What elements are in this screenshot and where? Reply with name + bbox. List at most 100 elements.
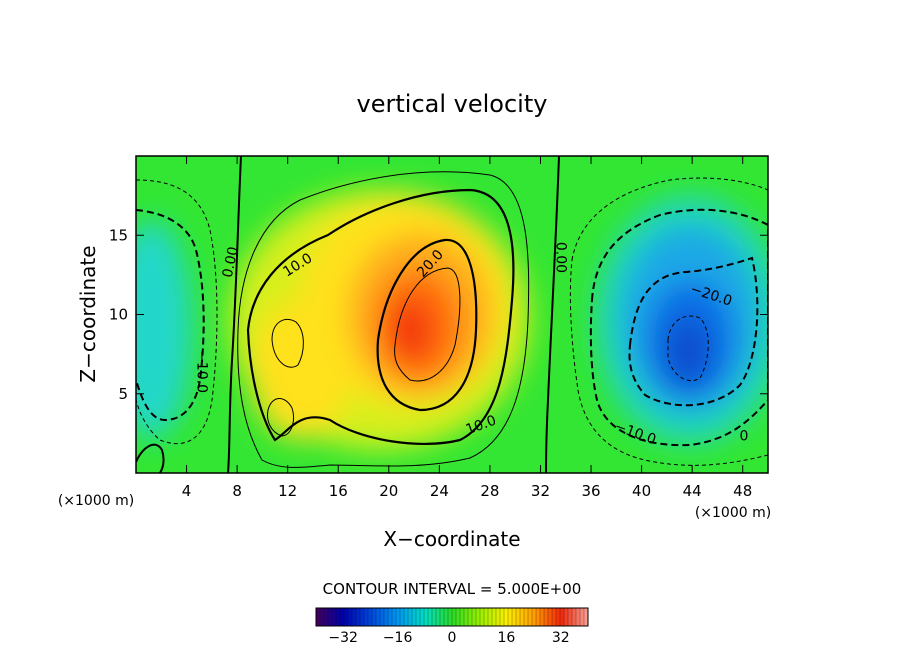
colorbar-segment	[363, 607, 369, 627]
colorbar-segment	[403, 607, 409, 627]
contour-pos-15	[394, 267, 461, 382]
colorbar-segment	[411, 607, 417, 627]
colorbar-segment	[343, 607, 349, 627]
colorbar-segment	[319, 607, 325, 627]
colorbar-segment	[435, 607, 441, 627]
colorbar-tick-label: 16	[497, 630, 515, 646]
contour-lines	[136, 156, 768, 473]
colorbar-segment	[507, 607, 513, 627]
colorbar-segment	[431, 607, 437, 627]
colorbar-segment	[563, 607, 569, 627]
colorbar-tick-label: −32	[328, 630, 358, 646]
colorbar-segment	[387, 607, 393, 627]
x-tick-label: 28	[480, 482, 499, 500]
colorbar-segment	[347, 607, 353, 627]
colorbar-segment	[503, 607, 509, 627]
colorbar-segment	[371, 607, 377, 627]
contour-zero	[136, 443, 165, 473]
contour-pos-20	[376, 238, 478, 412]
field-blobs	[136, 190, 768, 450]
colorbar-segment	[323, 607, 329, 627]
colorbar-segment	[395, 607, 401, 627]
colorbar-segment	[427, 607, 433, 627]
colorbar-segment	[567, 607, 573, 627]
contour-neg-20	[628, 256, 759, 407]
x-tick-label: 12	[278, 482, 297, 500]
colorbar-segment	[495, 607, 501, 627]
colorbar-segment	[459, 607, 465, 627]
colorbar-segment	[551, 607, 557, 627]
colorbar-segment	[483, 607, 489, 627]
colorbar-segment	[407, 607, 413, 627]
colorbar-segment	[339, 607, 345, 627]
contour-pos-10	[271, 318, 304, 368]
colorbar-segment	[315, 607, 321, 627]
contour-neg-5	[569, 177, 768, 466]
field-blob	[666, 318, 710, 386]
colorbar-segment	[527, 607, 533, 627]
colorbar-segment	[383, 607, 389, 627]
x-tick-label: 16	[329, 482, 348, 500]
x-tick-label: 24	[430, 482, 449, 500]
y-tick-label: 15	[109, 226, 128, 244]
chart-title: vertical velocity	[357, 90, 548, 118]
colorbar-segment	[539, 607, 545, 627]
colorbar-segment	[391, 607, 397, 627]
contour-label: 0.00	[220, 245, 242, 279]
colorbar-segment	[499, 607, 505, 627]
x-tick-label: 8	[232, 482, 242, 500]
colorbar-segment	[559, 607, 565, 627]
colorbar-segment	[335, 607, 341, 627]
x-tick-label: 48	[733, 482, 752, 500]
x-unit-right: (×1000 m)	[695, 505, 771, 521]
x-unit-left: (×1000 m)	[58, 493, 134, 509]
colorbar-segment	[331, 607, 337, 627]
colorbar-segment	[463, 607, 469, 627]
colorbar-segment	[443, 607, 449, 627]
colorbar-segment	[475, 607, 481, 627]
contour-label: 0.00	[553, 242, 569, 273]
colorbar-segment	[451, 607, 457, 627]
colorbar-segment	[379, 607, 385, 627]
colorbar-segment	[447, 607, 453, 627]
colorbar-segment	[471, 607, 477, 627]
x-tick-label: 40	[632, 482, 651, 500]
contour-zero	[545, 156, 560, 473]
x-axis: 4 8 12 16 20 24 28 32 36 40 44 48	[182, 156, 752, 500]
colorbar-segment	[575, 607, 581, 627]
x-tick-label: 36	[581, 482, 600, 500]
contour-interval-text: CONTOUR INTERVAL = 5.000E+00	[323, 580, 582, 598]
field-blob	[136, 220, 192, 440]
contour-zero	[227, 156, 242, 473]
colorbar-segment	[351, 607, 357, 627]
colorbar-tick-label: 0	[448, 630, 457, 646]
colorbar-segment	[423, 607, 429, 627]
x-axis-label: X−coordinate	[383, 527, 520, 551]
colorbar-segment	[415, 607, 421, 627]
colorbar-segment	[579, 607, 585, 627]
contour-neg-10	[136, 209, 205, 422]
contour-neg-5	[136, 179, 218, 445]
colorbar-segment	[479, 607, 485, 627]
colorbar-segment	[467, 607, 473, 627]
colorbar-segment	[571, 607, 577, 627]
contour-pos-10	[246, 188, 515, 446]
y-axis: 5 10 15	[109, 226, 768, 403]
contour-pos-10	[267, 398, 295, 437]
y-axis-label: Z−coordinate	[76, 245, 100, 382]
colorbar-segment	[491, 607, 497, 627]
colorbar-segment	[399, 607, 405, 627]
colorbar-segment	[515, 607, 521, 627]
field-blob	[250, 300, 350, 440]
x-tick-label: 32	[531, 482, 550, 500]
colorbar-segment	[455, 607, 461, 627]
colorbar-segment	[359, 607, 365, 627]
y-tick-label: 10	[109, 306, 128, 324]
contour-neg-10	[589, 208, 768, 447]
field-blob	[390, 300, 430, 360]
colorbar-segment	[487, 607, 493, 627]
colorbar: −32 −16 0 16 32	[315, 607, 589, 646]
contour-label: −10.0	[194, 350, 210, 393]
